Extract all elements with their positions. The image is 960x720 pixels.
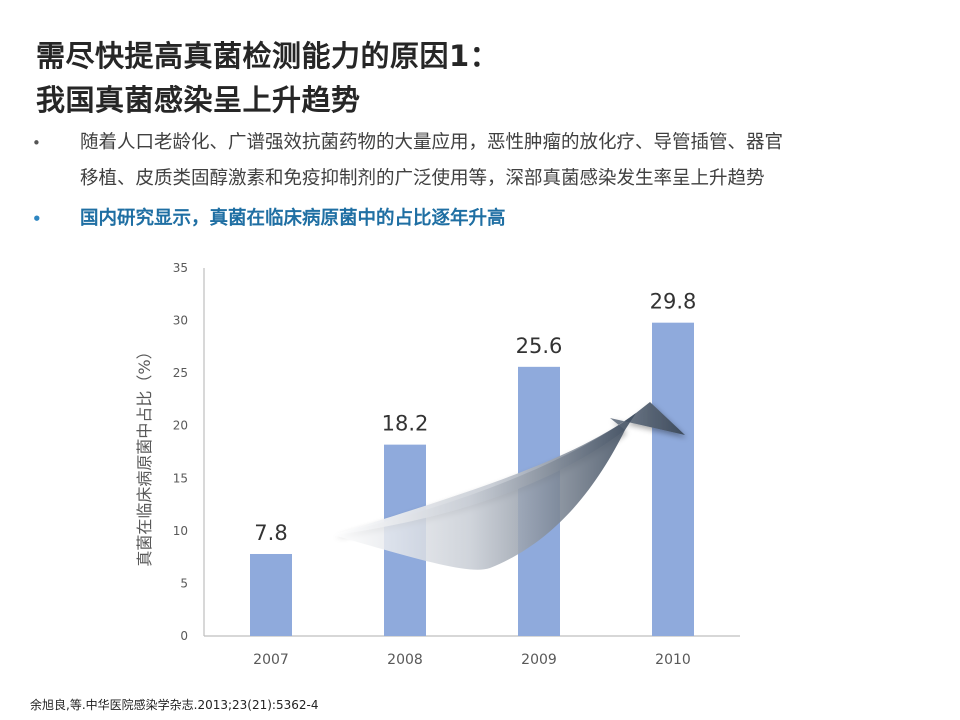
data-label: 25.6 <box>516 334 563 358</box>
bullet-text-line-1: 随着人口老龄化、广谱强效抗菌药物的大量应用，恶性肿瘤的放化疗、导管插管、器官 <box>80 132 784 153</box>
x-tick-label: 2010 <box>655 652 691 668</box>
y-tick-label: 0 <box>180 629 188 643</box>
bullet-marker: • <box>32 210 42 228</box>
y-tick-label: 10 <box>173 524 188 538</box>
y-tick-label: 35 <box>173 261 188 275</box>
bullet-list: • 随着人口老龄化、广谱强效抗菌药物的大量应用，恶性肿瘤的放化疗、导管插管、器官… <box>28 125 928 237</box>
data-label: 29.8 <box>650 290 697 314</box>
bullet-item-background: • 随着人口老龄化、广谱强效抗菌药物的大量应用，恶性肿瘤的放化疗、导管插管、器官… <box>28 125 928 197</box>
x-tick-label: 2008 <box>387 652 423 668</box>
data-label: 7.8 <box>254 521 287 545</box>
data-label: 18.2 <box>382 412 429 436</box>
x-tick-label: 2007 <box>253 652 289 668</box>
bar-2010 <box>652 322 694 636</box>
title-line-1: 需尽快提高真菌检测能力的原因1： <box>36 39 500 73</box>
trend-arrow <box>333 402 685 535</box>
y-axis-label: 真菌在临床病原菌中占比（%） <box>135 343 154 566</box>
x-tick-label: 2009 <box>521 652 557 668</box>
title-line-2: 我国真菌感染呈上升趋势 <box>36 83 361 117</box>
y-tick-label: 15 <box>173 471 188 485</box>
y-tick-label: 30 <box>173 314 188 328</box>
bullet-text: 国内研究显示，真菌在临床病原菌中的占比逐年升高 <box>80 208 506 229</box>
reference-citation: 余旭良,等.中华医院感染学杂志.2013;23(21):5362-4 <box>30 698 319 712</box>
bullet-marker: • <box>32 134 41 152</box>
page-title: 需尽快提高真菌检测能力的原因1： 我国真菌感染呈上升趋势 <box>36 34 499 122</box>
trend-arrow-body <box>333 413 636 570</box>
y-tick-label: 5 <box>180 576 188 590</box>
bullet-text-line-2: 移植、皮质类固醇激素和免疫抑制剂的广泛使用等，深部真菌感染发生率呈上升趋势 <box>80 168 765 189</box>
y-tick-label: 25 <box>173 366 188 380</box>
bar-2007 <box>250 553 292 636</box>
bullet-item-finding: • 国内研究显示，真菌在临床病原菌中的占比逐年升高 <box>28 201 928 237</box>
y-tick-label: 20 <box>173 419 188 433</box>
